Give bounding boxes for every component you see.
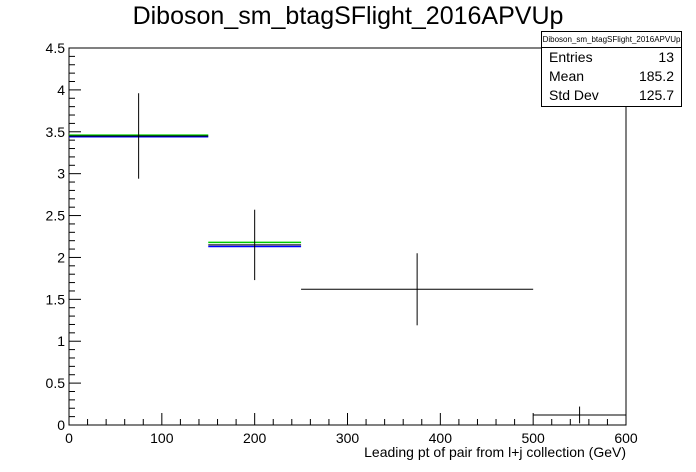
x-tick-label: 100 (150, 430, 174, 446)
y-tick-label: 2.5 (46, 208, 66, 224)
y-tick-label: 3.5 (46, 124, 66, 140)
x-axis: 0 100 200 300 400 500 600 (65, 413, 638, 446)
stats-value: 13 (658, 49, 674, 65)
y-tick-label: 0.5 (46, 375, 66, 391)
x-axis-label: Leading pt of pair from l+j collection (… (364, 444, 626, 460)
x-tick-label: 600 (614, 430, 638, 446)
y-tick-label: 1 (57, 333, 65, 349)
stats-box-title: Diboson_sm_btagSFlight_2016APVUp (542, 32, 681, 48)
stats-box: Diboson_sm_btagSFlight_2016APVUp Entries… (541, 31, 682, 107)
x-tick-label: 300 (336, 430, 360, 446)
y-tick-label: 4.5 (46, 40, 66, 56)
stats-label: Mean (549, 68, 585, 84)
y-tick-label: 1.5 (46, 291, 66, 307)
stats-label: Std Dev (549, 87, 599, 103)
stats-row-mean: Mean 185.2 (542, 67, 681, 86)
x-tick-label: 200 (243, 430, 267, 446)
x-tick-label: 500 (521, 430, 545, 446)
y-tick-label: 2 (57, 249, 65, 265)
stats-value: 125.7 (638, 87, 674, 103)
stats-value: 185.2 (638, 68, 674, 84)
y-tick-label: 4 (57, 82, 65, 98)
data-series (69, 93, 626, 424)
x-tick-label: 0 (65, 430, 73, 446)
stats-row-stddev: Std Dev 125.7 (542, 86, 681, 105)
y-axis: 0 0.5 1 1.5 2 2.5 3 3.5 4 4.5 (46, 40, 81, 433)
y-tick-label: 3 (57, 166, 65, 182)
chart-title: Diboson_sm_btagSFlight_2016APVUp (132, 2, 564, 30)
stats-label: Entries (549, 49, 593, 65)
y-tick-label: 0 (57, 417, 65, 433)
stats-row-entries: Entries 13 (542, 48, 681, 67)
overlay-series (69, 134, 302, 248)
x-tick-label: 400 (429, 430, 453, 446)
